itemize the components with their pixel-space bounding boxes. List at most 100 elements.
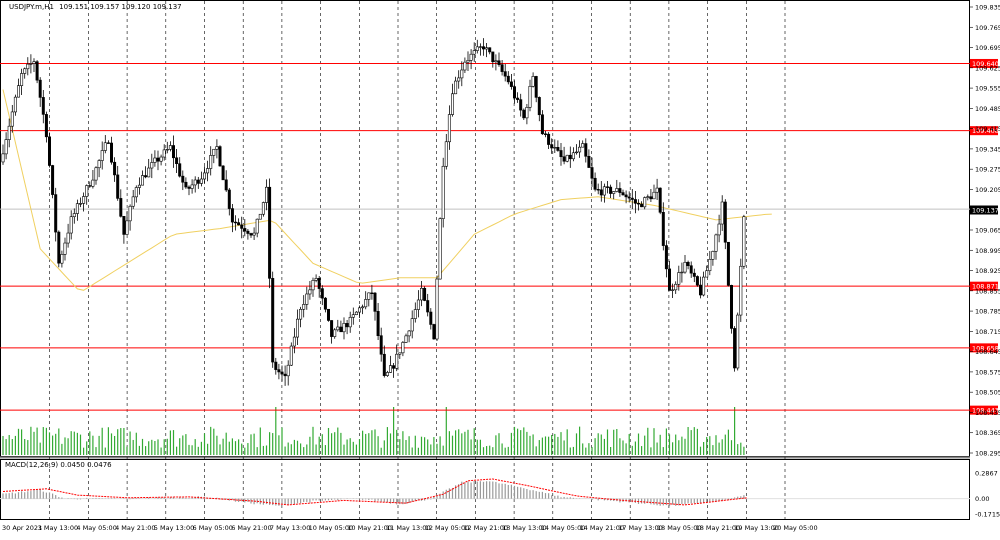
candle-body xyxy=(695,276,699,286)
candle-body xyxy=(640,203,644,208)
candle-body xyxy=(556,147,560,151)
time-tick-label: 30 Apr 2021 xyxy=(2,524,42,532)
price-tick-label: 108.645 xyxy=(975,348,1000,356)
candle-body xyxy=(32,61,36,64)
candle-body xyxy=(326,308,330,321)
candle-body xyxy=(702,276,706,296)
candle-body xyxy=(261,202,265,215)
candle-body xyxy=(711,251,715,260)
candle-body xyxy=(330,320,334,337)
candle-body xyxy=(131,196,135,207)
candle-body xyxy=(302,304,306,310)
time-tick-label: 7 May 13:00 xyxy=(270,524,310,532)
candle-body xyxy=(438,218,442,280)
price-level-label: 108.871 xyxy=(972,283,999,291)
candle-body xyxy=(463,61,467,71)
candle-body xyxy=(299,308,303,320)
candle-body xyxy=(367,292,371,300)
candle-body xyxy=(181,175,185,183)
candle-body xyxy=(308,289,312,295)
candle-body xyxy=(571,152,575,160)
candle-body xyxy=(35,61,39,81)
candle-body xyxy=(97,160,101,169)
candle-body xyxy=(221,165,225,181)
candle-body xyxy=(736,314,740,369)
candle-body xyxy=(441,165,445,219)
candle-body xyxy=(605,186,609,188)
candle-body xyxy=(723,201,727,243)
price-level-tag xyxy=(970,343,998,353)
price-tick-label: 108.715 xyxy=(975,328,1000,336)
candle-body xyxy=(26,63,30,70)
candle-body xyxy=(110,142,114,163)
candle-body xyxy=(565,154,569,162)
price-levels[interactable]: 109.640 109.408 108.871 108.658 108.443 xyxy=(0,58,999,415)
candle-body xyxy=(119,198,123,217)
candle-body xyxy=(165,149,169,151)
candle-body xyxy=(680,271,684,274)
candle-body xyxy=(596,189,600,191)
candle-body xyxy=(283,373,287,377)
candle-body xyxy=(516,97,520,100)
price-level-tag xyxy=(970,281,998,291)
candle-body xyxy=(38,79,42,98)
price-axis[interactable]: 109.835 109.765 109.695 109.625 109.555 109.4… xyxy=(970,4,1000,458)
candle-body xyxy=(141,175,145,186)
candle-body xyxy=(457,77,461,82)
price-tick-label: 109.695 xyxy=(975,44,1000,52)
candle-body xyxy=(88,185,92,187)
candle-body xyxy=(333,329,337,337)
candle-body xyxy=(373,292,377,312)
price-tick-label: 108.435 xyxy=(975,409,1000,417)
candle-body xyxy=(314,278,318,281)
candle-body xyxy=(447,114,451,143)
candle-body xyxy=(491,51,495,63)
time-tick-label: 6 May 05:00 xyxy=(193,524,233,532)
candle-body xyxy=(506,75,510,83)
candle-body xyxy=(705,270,709,278)
candle-body xyxy=(395,353,399,369)
candle-body xyxy=(193,179,197,186)
candle-body xyxy=(215,146,219,150)
time-tick-label: 13 May 13:00 xyxy=(502,524,547,532)
candle-body xyxy=(234,221,238,224)
candle-body xyxy=(85,185,89,197)
candle-body xyxy=(609,186,613,194)
price-tick-label: 108.295 xyxy=(975,450,1000,458)
candle-body xyxy=(20,73,24,86)
candle-body xyxy=(388,365,392,373)
candle-body xyxy=(4,139,8,155)
price-tick-label: 108.855 xyxy=(975,287,1000,295)
candle-body xyxy=(717,223,721,236)
time-tick-label: 12 May 21:00 xyxy=(463,524,508,532)
price-tick-label: 109.485 xyxy=(975,105,1000,113)
candle-body xyxy=(168,145,172,150)
candle-body xyxy=(280,371,284,375)
price-level-label: 108.658 xyxy=(972,344,999,352)
candle-body xyxy=(41,97,45,115)
macd-title: MACD(12,26,9) 0.0450 0.0476 xyxy=(5,461,112,469)
candle-body xyxy=(268,186,272,279)
symbol-title: USDJPY.m,H1 xyxy=(9,3,54,11)
candle-body xyxy=(599,189,603,196)
price-tick-label: 109.275 xyxy=(975,166,1000,174)
time-tick-label: 6 May 21:00 xyxy=(231,524,271,532)
candle-body xyxy=(562,156,566,162)
candle-body xyxy=(153,157,157,163)
candle-body xyxy=(540,114,544,135)
candle-body xyxy=(401,342,405,354)
candle-body xyxy=(339,326,343,333)
time-tick-label: 11 May 13:00 xyxy=(386,524,431,532)
candle-body xyxy=(649,196,653,200)
candle-body xyxy=(246,230,250,234)
time-tick-label: 19 May 13:00 xyxy=(734,524,779,532)
macd-tick-label: -0.1715 xyxy=(975,511,1000,519)
candle-body xyxy=(667,268,671,291)
candle-body xyxy=(72,213,76,218)
candle-body xyxy=(671,289,675,291)
candle-body xyxy=(212,148,216,156)
candle-body xyxy=(500,64,504,72)
